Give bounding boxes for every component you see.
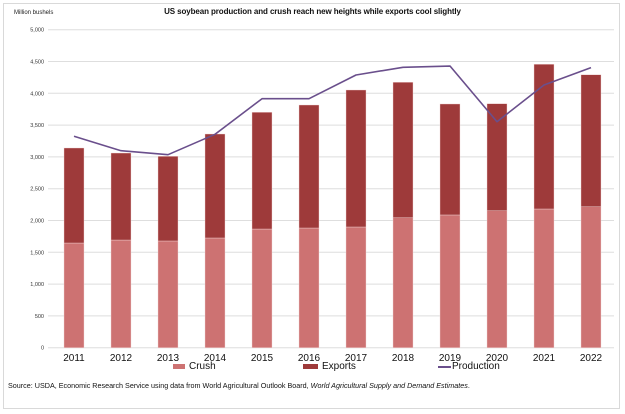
x-tick-label: 2014 xyxy=(204,353,227,364)
x-tick-label: 2022 xyxy=(580,353,603,364)
y-tick-label: 500 xyxy=(35,314,44,320)
bar-crush-2019 xyxy=(439,214,461,348)
legend: Crush Exports Production xyxy=(0,361,625,375)
legend-label-production: Production xyxy=(452,361,500,372)
bar-crush-2015 xyxy=(251,228,273,348)
bar-exports-2021 xyxy=(533,64,555,210)
legend-label-crush: Crush xyxy=(189,361,216,372)
bar-crush-2022 xyxy=(580,206,602,348)
bar-exports-2019 xyxy=(439,103,461,216)
bar-crush-2020 xyxy=(486,210,508,348)
bar-exports-2020 xyxy=(486,103,508,211)
source-suffix: . xyxy=(467,381,470,390)
y-tick-label: 1,500 xyxy=(30,250,44,256)
production-line xyxy=(73,65,592,156)
bar-exports-2012 xyxy=(110,152,132,241)
bar-crush-2016 xyxy=(298,227,320,348)
bar-exports-2011 xyxy=(63,147,85,244)
bar-crush-2021 xyxy=(533,208,555,348)
y-tick-label: 2,000 xyxy=(30,219,44,225)
bar-crush-2018 xyxy=(392,217,414,348)
bar-exports-2015 xyxy=(251,112,273,230)
x-tick-label: 2011 xyxy=(63,353,85,364)
y-tick-label: 4,500 xyxy=(30,60,44,66)
bar-crush-2014 xyxy=(204,237,226,348)
x-tick-label: 2019 xyxy=(439,353,462,364)
bar-exports-2022 xyxy=(580,74,602,207)
bars xyxy=(63,64,602,348)
chart-frame xyxy=(3,3,620,409)
crush-swatch-icon xyxy=(173,364,185,369)
x-tick-label: 2020 xyxy=(486,353,509,364)
bar-crush-2017 xyxy=(345,226,367,348)
bar-exports-2014 xyxy=(204,133,226,239)
bar-exports-2013 xyxy=(157,156,179,242)
bar-crush-2013 xyxy=(157,240,179,348)
y-tick-labels: 0 500 1,000 1,500 2,000 2,500 3,000 3,500 4,000 4… xyxy=(30,28,44,352)
y-tick-label: 1,000 xyxy=(30,282,44,288)
source-prefix: Source: USDA, Economic Research Service … xyxy=(8,381,311,390)
y-tick-label: 0 xyxy=(41,346,44,352)
chart-title: US soybean production and crush reach ne… xyxy=(164,7,461,16)
legend-item-exports: Exports xyxy=(303,361,356,372)
gridlines xyxy=(48,29,614,349)
x-tick-labels: 2011 2012 2013 2014 2015 2016 2017 2018 2019 2020… xyxy=(63,353,602,364)
legend-item-production: Production xyxy=(438,361,500,372)
x-tick-label: 2015 xyxy=(251,353,274,364)
x-tick-label: 2021 xyxy=(533,353,556,364)
bar-exports-2017 xyxy=(345,89,367,228)
y-tick-label: 5,000 xyxy=(30,28,44,34)
y-axis-label: Million bushels xyxy=(14,10,54,16)
y-tick-label: 3,500 xyxy=(30,123,44,129)
y-tick-label: 3,000 xyxy=(30,155,44,161)
production-line-swatch-icon xyxy=(438,365,451,368)
bar-crush-2012 xyxy=(110,239,132,348)
legend-item-crush: Crush xyxy=(173,361,216,372)
y-tick-label: 4,000 xyxy=(30,91,44,97)
x-tick-label: 2013 xyxy=(157,353,180,364)
line-production xyxy=(73,65,592,156)
legend-label-exports: Exports xyxy=(322,361,356,372)
x-tick-label: 2016 xyxy=(298,353,321,364)
bar-exports-2016 xyxy=(298,104,320,229)
x-tick-label: 2012 xyxy=(110,353,133,364)
exports-swatch-icon xyxy=(303,364,318,369)
bar-exports-2018 xyxy=(392,82,414,218)
source-note: Source: USDA, Economic Research Service … xyxy=(8,381,470,390)
y-tick-label: 2,500 xyxy=(30,187,44,193)
x-tick-label: 2017 xyxy=(345,353,368,364)
bar-crush-2011 xyxy=(63,242,85,348)
source-publication: World Agricultural Supply and Demand Est… xyxy=(310,381,468,390)
x-tick-label: 2018 xyxy=(392,353,415,364)
